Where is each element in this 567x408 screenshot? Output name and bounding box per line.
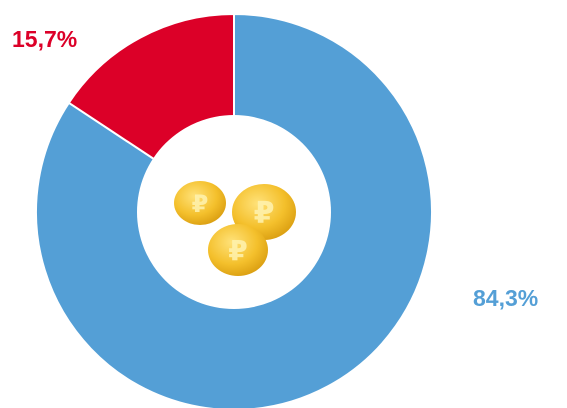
- ruble-coins-icon: ₽ ₽ ₽: [174, 181, 296, 276]
- svg-text:₽: ₽: [254, 196, 275, 231]
- svg-text:₽: ₽: [192, 190, 209, 218]
- data-label-blue: 84,3%: [473, 285, 538, 311]
- coin-icon: ₽: [174, 181, 226, 225]
- data-label-red: 15,7%: [12, 26, 77, 52]
- svg-text:₽: ₽: [228, 234, 247, 267]
- slice-blue: [35, 12, 433, 408]
- coin-icon: ₽: [208, 224, 268, 276]
